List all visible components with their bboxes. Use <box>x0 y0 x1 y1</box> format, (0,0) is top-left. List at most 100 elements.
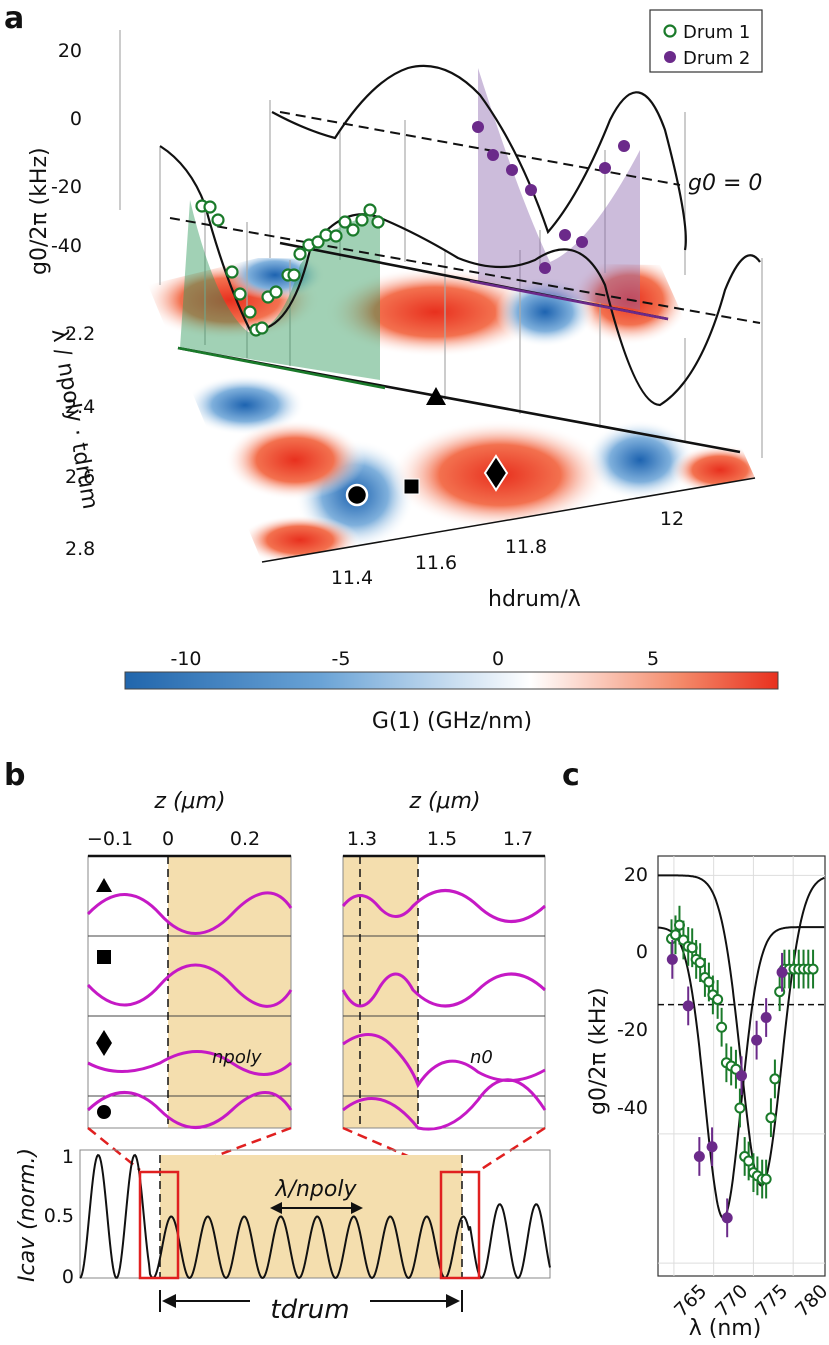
marker-diamond <box>483 454 509 492</box>
drum2-point <box>721 1212 733 1224</box>
icav-tick: 0 <box>62 1266 74 1288</box>
drum1-point <box>765 1112 777 1124</box>
c-ylabel: g0/2π (kHz) <box>586 987 611 1115</box>
panel-b-left: z (μm) −0.1 0 0.2 npoly <box>86 789 293 1129</box>
h-tick: 12 <box>660 508 684 530</box>
cb-tick: 0 <box>492 648 504 670</box>
n-tick: 2.8 <box>65 538 95 560</box>
row-marker-square <box>97 950 111 964</box>
left-z-label: z (μm) <box>153 789 225 814</box>
n-tick: 2.6 <box>65 466 95 488</box>
drum1-point <box>743 1155 755 1167</box>
icav-tick: 1 <box>62 1146 74 1168</box>
c-ytick: 20 <box>624 864 648 886</box>
h-axis-label: hdrum/λ <box>488 587 581 612</box>
left-z-tick: 0.2 <box>230 828 260 850</box>
back-curve <box>271 64 687 251</box>
g-tick: 0 <box>70 108 82 130</box>
drum2-fill <box>478 68 640 310</box>
drum1-point <box>734 1102 746 1114</box>
g-tick: -20 <box>51 176 82 198</box>
drum1-fill <box>180 200 380 380</box>
marker-triangle <box>426 387 446 405</box>
drum2-point <box>760 1012 772 1024</box>
zero-line-back <box>279 111 681 186</box>
zero-line-front <box>169 217 761 324</box>
zero-label: g0 = 0 <box>688 171 762 196</box>
c-xtick: 780 <box>791 1280 829 1321</box>
left-z-tick: −0.1 <box>87 828 133 850</box>
g-tick: 20 <box>58 40 82 62</box>
legend-drum2-marker <box>664 51 676 63</box>
panel-c-plot: 20 0 -20 -40 g0/2π (kHz) 765 770 775 780… <box>586 855 829 1341</box>
legend: Drum 1 Drum 2 <box>649 9 763 73</box>
drum1-point <box>694 957 706 969</box>
zoom-line <box>479 1126 546 1172</box>
icav-tick: 0.5 <box>44 1205 74 1227</box>
right-z-label: z (μm) <box>408 789 480 814</box>
c-ytick: -40 <box>617 1097 648 1119</box>
h-tick: 11.8 <box>505 536 547 558</box>
c-xlabel: λ (nm) <box>689 1316 762 1341</box>
g-axis-label: g0/2π (kHz) <box>27 147 52 275</box>
drum2-point <box>736 1070 747 1082</box>
cb-tick: 5 <box>647 648 659 670</box>
legend-drum1-marker <box>663 24 677 38</box>
n-axis: 2.2 2.4 2.6 2.8 λ / npoly · tdrum <box>46 323 102 560</box>
g-axis: 20 0 -20 -40 g0/2π (kHz) <box>27 40 82 275</box>
drum1-point <box>769 1073 781 1085</box>
panel-c-label: c <box>562 758 580 793</box>
h-tick: 11.6 <box>415 552 457 574</box>
cb-tick: -10 <box>170 648 201 670</box>
drum2-point <box>682 1000 694 1012</box>
panel-b-right: z (μm) 1.3 1.5 1.7 n0 <box>341 789 547 1131</box>
zoom-box-right <box>439 1170 481 1280</box>
marker-square <box>403 478 420 495</box>
tdrum-label: tdrum <box>270 1295 349 1325</box>
c-ytick: 0 <box>636 941 648 963</box>
right-z-tick: 1.5 <box>427 828 457 850</box>
colorbar-label: G(1) (GHz/nm) <box>372 709 532 734</box>
lambda-npoly-label: λ/npoly <box>275 1177 358 1202</box>
colorbar: -10 -5 0 5 G(1) (GHz/nm) <box>124 648 779 734</box>
marker-circle <box>345 483 369 507</box>
n-tick: 2.4 <box>65 396 95 418</box>
panel-b-label: b <box>4 758 25 793</box>
curtain-lines <box>119 30 763 458</box>
legend-drum2-label: Drum 2 <box>683 48 750 69</box>
row-marker-triangle <box>96 878 112 892</box>
npoly-label: npoly <box>212 1047 262 1068</box>
h-axis: 11.4 11.6 11.8 12 hdrum/λ <box>261 477 756 612</box>
drum2-point <box>776 966 788 978</box>
row-marker-circle <box>97 1105 111 1119</box>
h-tick: 11.4 <box>331 567 373 589</box>
left-z-tick: 0 <box>162 828 174 850</box>
drum1-point <box>760 1173 772 1185</box>
right-z-tick: 1.7 <box>503 828 533 850</box>
drum1-points <box>195 199 385 337</box>
intensity-curve <box>79 1153 551 1280</box>
drum2-points <box>472 121 630 274</box>
g-tick: -40 <box>51 235 82 257</box>
cb-tick: -5 <box>332 648 351 670</box>
drum2-point <box>706 1141 718 1153</box>
icav-label: Icav (norm.) <box>15 1148 40 1282</box>
drum1-point <box>716 1021 728 1033</box>
intensity-plot: 1 0.5 0 Icav (norm.) λ/npoly tdrum <box>15 1146 551 1325</box>
n0-label: n0 <box>470 1047 493 1068</box>
drum2-point <box>666 953 678 965</box>
drum2-point <box>751 1034 763 1046</box>
front-curve <box>159 145 761 407</box>
slice-front-green <box>177 346 386 390</box>
slice-back-purple <box>469 279 669 321</box>
legend-drum1-label: Drum 1 <box>683 22 750 43</box>
drum1-point <box>807 963 819 975</box>
drum1-point <box>712 993 724 1005</box>
c-ytick: -20 <box>617 1019 648 1041</box>
panel-a-label: a <box>4 1 24 36</box>
drum2-point <box>693 1150 705 1162</box>
row-marker-diamond <box>96 1030 112 1056</box>
zoom-box-left <box>138 1170 180 1280</box>
n-tick: 2.2 <box>65 323 95 345</box>
